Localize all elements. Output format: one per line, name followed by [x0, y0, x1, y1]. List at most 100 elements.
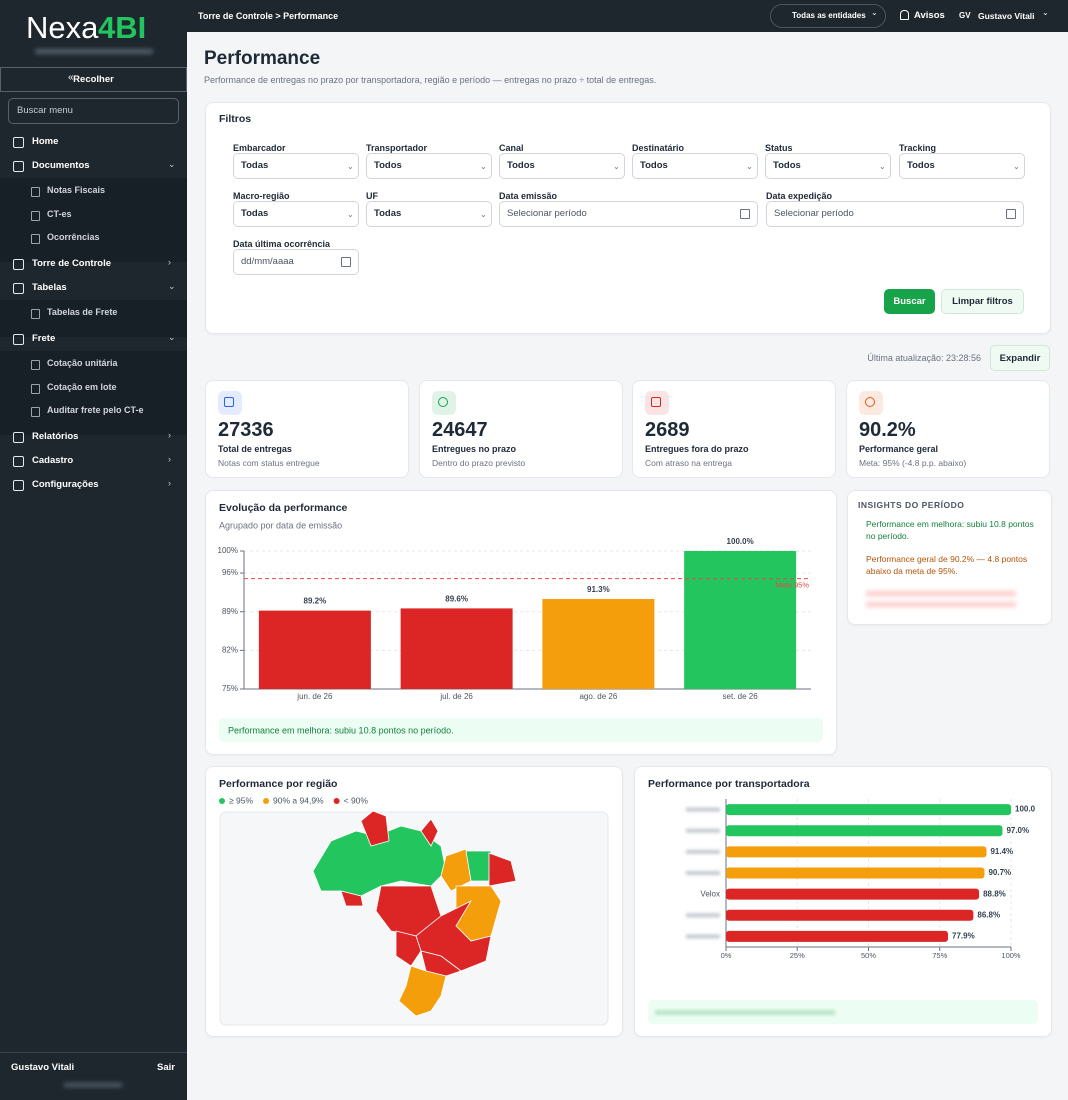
sidebar: Nexa 4BI Recolher « Buscar menu Home Documento… — [0, 0, 187, 1100]
select-chevron: ⌄ — [613, 162, 620, 171]
date-input[interactable]: Selecionar período — [766, 201, 1024, 227]
menu-chevron: › — [168, 430, 171, 440]
menu-item[interactable]: Frete — [32, 333, 56, 344]
logo-tagline — [35, 49, 153, 54]
filters-card: Filtros Embarcador Todas ⌄ Transportador Todo… — [205, 102, 1051, 334]
filter-label: Data emissão — [499, 191, 558, 201]
date-input[interactable]: dd/mm/aaaa — [233, 249, 359, 275]
kpi-value: 2689 — [645, 419, 690, 441]
filter-label: Destinatário — [632, 143, 685, 153]
filters-title: Filtros — [219, 113, 252, 125]
select-chevron: ⌄ — [347, 162, 354, 171]
kpi-label: Total de entregas — [218, 444, 292, 454]
select[interactable]: Todos — [899, 153, 1025, 179]
select[interactable]: Todas — [233, 201, 359, 227]
menu-search[interactable]: Buscar menu — [8, 98, 179, 124]
note-box-blurred — [648, 1000, 1038, 1024]
menu-icon — [13, 283, 24, 294]
submenu-item[interactable]: Notas Fiscais — [47, 185, 106, 195]
kpi-label: Entregues no prazo — [432, 444, 517, 454]
kpi-icon-bg — [218, 391, 242, 415]
kpi-card: 24647 Entregues no prazo Dentro do prazo p… — [419, 380, 623, 478]
date-input[interactable]: Selecionar período — [499, 201, 758, 227]
filter-label: Canal — [499, 143, 524, 153]
submenu-item[interactable]: Tabelas de Frete — [47, 307, 118, 317]
menu-item[interactable]: Cadastro — [32, 455, 74, 466]
evolution-chart: Evolução da performance Agrupado por data… — [218, 502, 823, 742]
entity-select[interactable]: Todas as entidades — [770, 4, 886, 28]
logo: Nexa — [26, 10, 99, 45]
select-chevron: ⌄ — [746, 162, 753, 171]
top-user[interactable]: Gustavo Vitali — [978, 11, 1035, 21]
submenu-icon — [31, 360, 40, 370]
chart-title: Evolução da performance — [219, 502, 348, 514]
y-tick-label: 96% — [222, 568, 238, 577]
chart-title: Performance por transportadora — [648, 778, 810, 790]
menu-item[interactable]: Tabelas — [32, 282, 67, 293]
bar — [726, 867, 985, 879]
calendar-icon — [1006, 209, 1016, 219]
menu-item[interactable]: Documentos — [32, 160, 90, 171]
logout[interactable]: Sair — [157, 1062, 175, 1073]
submenu-icon — [31, 309, 40, 319]
filter-label: Status — [765, 143, 793, 153]
menu-item[interactable]: Torre de Controle — [32, 258, 111, 269]
kpi-card: 90.2% Performance geral Meta: 95% (-4.8 p.… — [846, 380, 1050, 478]
chart-title: Performance por região — [219, 778, 337, 790]
submenu-item[interactable]: Cotação unitária — [47, 358, 118, 368]
y-tick-label: 75% — [222, 684, 238, 693]
bar — [684, 551, 797, 689]
menu-chevron: › — [168, 478, 171, 488]
collapse-button[interactable]: Recolher — [0, 67, 187, 92]
select[interactable]: Todos — [366, 153, 492, 179]
menu-item[interactable]: Relatórios — [32, 431, 79, 442]
kpi-label: Entregues fora do prazo — [645, 444, 749, 454]
search-button[interactable]: Buscar — [884, 289, 935, 314]
submenu-icon — [31, 407, 40, 417]
state — [488, 852, 517, 887]
insights-card: INSIGHTS DO PERÍODO Performance em melhor… — [847, 490, 1052, 625]
submenu — [0, 300, 187, 337]
category-blurred — [686, 849, 720, 854]
filter-label: Transportador — [366, 143, 428, 153]
x-tick-label: 75% — [932, 951, 947, 960]
bar — [726, 909, 974, 921]
select[interactable]: Todos — [499, 153, 625, 179]
legend-swatch — [263, 798, 270, 804]
collapse-icon: « — [68, 72, 74, 83]
select[interactable]: Todos — [632, 153, 758, 179]
sidebar-divider — [0, 1052, 187, 1053]
expand-button[interactable]: Expandir — [990, 345, 1050, 371]
value-label: 97.0% — [1006, 826, 1029, 835]
select-chevron: ⌄ — [480, 210, 487, 219]
kpi-value: 27336 — [218, 419, 274, 441]
bar — [726, 930, 949, 942]
evolution-card: Evolução da performance Agrupado por data… — [205, 490, 837, 755]
filter-label: Data última ocorrência — [233, 239, 331, 249]
bar — [258, 610, 371, 689]
y-tick-label: 89% — [222, 607, 238, 616]
kpi-icon — [224, 397, 234, 407]
alerts[interactable]: Avisos — [914, 10, 945, 21]
y-tick-label: 100% — [218, 546, 238, 555]
select[interactable]: Todos — [765, 153, 891, 179]
x-tick-label: 25% — [790, 951, 805, 960]
select[interactable]: Todas — [366, 201, 492, 227]
submenu-item[interactable]: Cotação em lote — [47, 381, 117, 392]
state — [398, 965, 447, 1017]
entity-chevron: ⌄ — [871, 8, 878, 17]
submenu-item[interactable]: CT-es — [47, 208, 72, 219]
chart-note: Performance em melhora: subiu 10.8 ponto… — [228, 725, 454, 735]
bar — [726, 804, 1011, 816]
x-tick-label: jun. de 26 — [296, 692, 333, 701]
legend-swatch — [219, 798, 225, 804]
clear-button[interactable]: Limpar filtros — [941, 289, 1024, 314]
y-tick-label: 82% — [222, 645, 238, 654]
submenu-item[interactable]: Auditar frete pelo CT-e — [47, 405, 144, 415]
submenu-item[interactable]: Ocorrências — [47, 232, 100, 242]
filter-label: Tracking — [899, 143, 937, 153]
menu-icon — [13, 161, 24, 172]
select[interactable]: Todas — [233, 153, 359, 179]
menu-item[interactable]: Configurações — [32, 479, 99, 490]
menu-item[interactable]: Home — [32, 136, 59, 147]
